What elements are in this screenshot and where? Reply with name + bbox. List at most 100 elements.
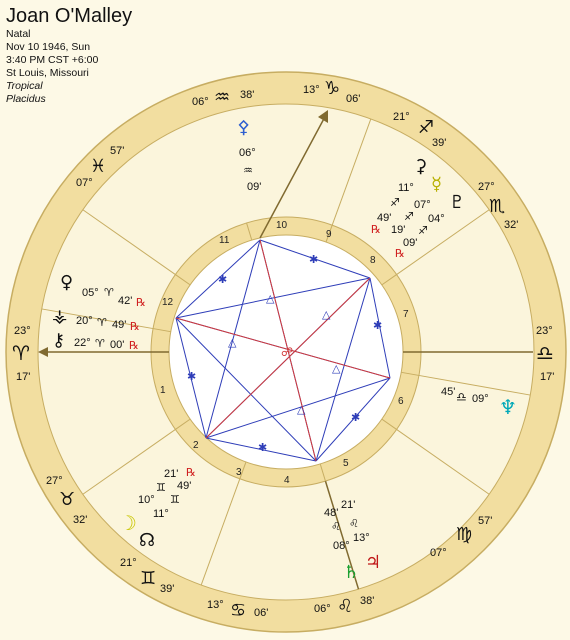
sextile-icon: ✱ (187, 370, 196, 383)
house-4-label: 4 (284, 475, 290, 486)
house-divider (175, 274, 191, 286)
midheaven-arrowhead-icon (318, 110, 328, 123)
gemini-deg: 21° (120, 557, 137, 569)
pluto-min: 09' (403, 237, 417, 249)
house-2-label: 2 (193, 440, 199, 451)
gemini-min: 39' (160, 583, 174, 595)
house-12-label: 12 (162, 297, 174, 308)
virgo-min: 57' (478, 515, 492, 527)
capricorn-deg: 13° (303, 84, 320, 96)
house-divider (246, 222, 253, 241)
house-divider (325, 224, 333, 243)
house-9-label: 9 (326, 229, 332, 240)
house-divider (401, 371, 420, 376)
house-10-label: 10 (276, 220, 288, 231)
capricorn-icon: ♑ (324, 78, 340, 99)
neptune-group: 45' ♎ 09° ♆ (441, 386, 517, 419)
mercury-sign: ♐ (390, 196, 400, 209)
house-3-label: 3 (236, 467, 242, 478)
aquarius-deg: 06° (192, 96, 209, 108)
neptune-min: 45' (441, 386, 455, 398)
node-deg: 11° (153, 508, 169, 520)
house-11-label: 11 (219, 235, 230, 246)
venus-deg: 05° (82, 287, 99, 299)
birth-date: Nov 10 1946, Sun (6, 41, 91, 53)
aspect-line (369, 277, 391, 379)
moon-min: 21' (164, 468, 178, 480)
house-cusp-line (396, 209, 490, 275)
pallas-icon: ⚴ (237, 117, 250, 138)
house-system: Placidus (6, 93, 46, 105)
jupiter-sign: ♌ (331, 520, 341, 533)
house-cusp-line (82, 209, 176, 275)
chart-info: Joan O'Malley Natal Nov 10 1946, Sun 3:4… (6, 4, 132, 106)
saturn-deg: 13° (353, 532, 370, 544)
venus-retro: ℞ (136, 296, 146, 309)
ceres-deg: 07° (414, 199, 431, 211)
house-cusp-lines (41, 118, 531, 590)
house-cusp-line (200, 478, 241, 586)
aries-deg: 23° (14, 325, 31, 337)
aries-min: 17' (16, 371, 30, 383)
sagittarius-deg: 21° (393, 111, 410, 123)
neptune-deg: 09° (472, 393, 489, 405)
aries-planets: ♀ 05° ♈ 42' ℞ ⚶ 20° ♈ 49' ℞ ⚷ 22° ♈ 00' … (52, 272, 146, 352)
jupiter-deg: 08° (333, 540, 350, 552)
trine-icon: △ (332, 362, 341, 375)
house-cusp-line (82, 429, 176, 495)
gemini-planets: 21' ℞ ♊ 49' 10° ♊ 11° ☽ ☊ (119, 466, 196, 551)
virgo-deg: 07° (430, 547, 447, 559)
house-cusp-line (41, 308, 154, 330)
house-divider (175, 418, 191, 430)
aspect-line (205, 377, 391, 439)
sextile-icon: ✱ (309, 253, 318, 266)
house-divider (381, 418, 397, 430)
aspect-line (205, 239, 261, 439)
sextile-icon: ✱ (258, 441, 267, 454)
house-divider (152, 328, 171, 333)
trine-icon: △ (322, 308, 331, 321)
pisces-deg: 07° (76, 177, 93, 189)
ascendant-arrowhead-icon (38, 347, 48, 357)
neptune-icon: ♆ (499, 395, 517, 419)
cancer-min: 06' (254, 607, 268, 619)
person-name: Joan O'Malley (6, 5, 133, 27)
pallas-deg: 06° (239, 147, 256, 159)
aquarius-min: 38' (240, 89, 254, 101)
opposition-line (259, 239, 317, 462)
ceres-min: 19' (391, 224, 405, 236)
node-icon: ☊ (139, 530, 155, 551)
capricorn-min: 06' (346, 93, 360, 105)
taurus-icon: ♉ (59, 489, 75, 510)
chiron-retro: ℞ (129, 339, 139, 352)
venus-min: 42' (118, 295, 132, 307)
ceres-sign: ♐ (404, 210, 414, 223)
saturn-icon: ♄ (343, 562, 359, 583)
opposition-icon: ☍ (281, 345, 293, 359)
moon-icon: ☽ (119, 511, 137, 535)
jupiter-min: 48' (324, 507, 338, 519)
virgo-icon: ♍ (456, 524, 472, 545)
aspect-lines (175, 239, 391, 462)
aquarius-icon: ♒ (214, 87, 230, 108)
aspect-line (175, 277, 371, 319)
aspect-line (315, 377, 391, 462)
saturn-sign: ♌ (349, 517, 359, 530)
house-numbers: 1 2 3 4 5 6 7 8 9 10 11 12 (160, 220, 409, 486)
moon-retro: ℞ (186, 466, 196, 479)
vesta-icon: ⚶ (52, 306, 67, 327)
birth-place: St Louis, Missouri (6, 67, 89, 79)
gemini-icon: ♊ (140, 568, 156, 589)
chiron-min: 00' (110, 339, 124, 351)
pisces-min: 57' (110, 145, 124, 157)
chart-type: Natal (6, 28, 31, 40)
house-8-label: 8 (370, 255, 376, 266)
leo-planets: 48' 21' ♌ ♌ 13° 08° ♃ ♄ (324, 499, 381, 583)
venus-icon: ♀ (60, 272, 73, 293)
pluto-sign: ♐ (418, 224, 428, 237)
pluto-icon: ♇ (449, 192, 465, 213)
house-divider (381, 274, 397, 286)
moon-deg: 10° (138, 494, 155, 506)
trine-icon: △ (297, 403, 306, 416)
